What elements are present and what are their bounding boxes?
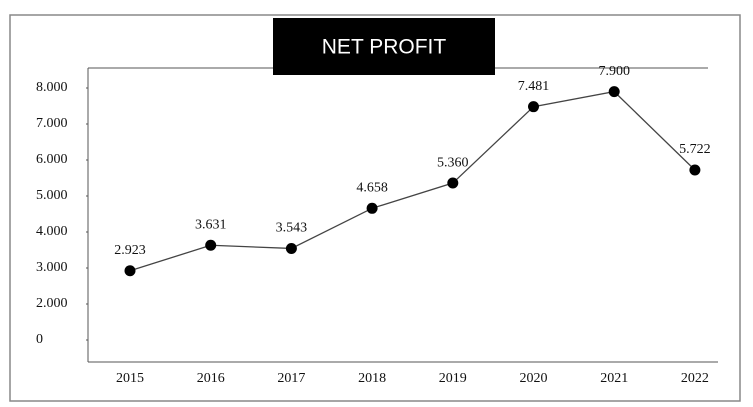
x-tick-label: 2022	[681, 371, 709, 386]
y-tick-label: 6.000	[36, 152, 68, 167]
point	[285, 242, 297, 254]
data-label: 5.360	[437, 155, 469, 170]
point	[447, 177, 459, 189]
data-label: 7.481	[518, 79, 550, 94]
y-tick-label: 0	[36, 332, 43, 347]
line	[129, 90, 696, 272]
point	[124, 265, 136, 277]
x-tick-label: 2020	[520, 371, 548, 386]
data-label: 2.923	[114, 243, 146, 258]
y-tick-label: 4.000	[36, 224, 68, 239]
x-tick-label: 2017	[277, 371, 305, 386]
x-tick-label: 2015	[116, 371, 144, 386]
data-label: 3.631	[195, 218, 227, 233]
point	[608, 86, 620, 98]
point	[205, 239, 217, 251]
point	[366, 202, 378, 214]
title-box	[273, 18, 495, 75]
y-tick-label: 2.000	[36, 296, 68, 311]
y-tick-label: 5.000	[36, 188, 68, 203]
y-tick-label: 8.000	[36, 80, 68, 95]
data-label: 7.900	[598, 64, 630, 79]
frame	[9, 14, 741, 402]
point	[689, 164, 701, 176]
data-label: 4.658	[356, 181, 388, 196]
y-tick-label: 3.000	[36, 260, 68, 275]
x-tick-label: 2016	[197, 371, 225, 386]
x-tick-label: 2019	[439, 371, 467, 386]
x-tick-label: 2018	[358, 371, 386, 386]
y-tick-label: 7.000	[36, 116, 68, 131]
data-label: 5.722	[679, 142, 711, 157]
x-tick-label: 2021	[600, 371, 628, 386]
chart-title: NET PROFIT	[322, 36, 447, 59]
data-label: 3.543	[276, 221, 308, 236]
point	[528, 101, 539, 113]
